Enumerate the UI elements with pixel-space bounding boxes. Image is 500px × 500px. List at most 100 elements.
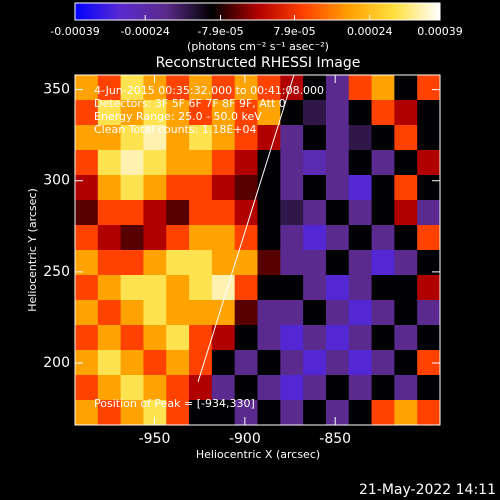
heatmap-cell bbox=[97, 400, 122, 426]
heatmap-cell bbox=[143, 100, 167, 126]
heatmap-cell bbox=[234, 325, 258, 351]
heatmap-cell bbox=[371, 150, 395, 176]
colorbar-tick-label: -7.9e-05 bbox=[197, 25, 243, 38]
heatmap-cell bbox=[257, 300, 281, 326]
heatmap-cell bbox=[303, 275, 327, 301]
heatmap-cell bbox=[325, 375, 350, 401]
heatmap-cell bbox=[211, 125, 236, 151]
heatmap-cell bbox=[417, 350, 441, 376]
heatmap-cell bbox=[234, 375, 258, 401]
heatmap-cell bbox=[75, 400, 99, 426]
heatmap-cell bbox=[257, 375, 281, 401]
heatmap-cell bbox=[303, 100, 327, 126]
heatmap-cell bbox=[120, 125, 144, 151]
heatmap-cell bbox=[166, 125, 190, 151]
heatmap-cell bbox=[394, 375, 418, 401]
heatmap-cell bbox=[143, 300, 167, 326]
heatmap-cell bbox=[143, 150, 167, 176]
x-tick-label: -950 bbox=[139, 431, 171, 447]
heatmap-cell bbox=[371, 100, 395, 126]
heatmap-cell bbox=[348, 200, 373, 226]
heatmap-cell bbox=[325, 75, 350, 101]
heatmap-cell bbox=[303, 125, 327, 151]
heatmap-cell bbox=[371, 125, 395, 151]
heatmap-cell bbox=[120, 75, 144, 101]
heatmap-cell bbox=[303, 350, 327, 376]
heatmap-cell bbox=[280, 350, 304, 376]
heatmap-cell bbox=[211, 200, 236, 226]
heatmap-cell bbox=[257, 400, 281, 426]
colorbar-tick-label: 7.9e-05 bbox=[273, 25, 315, 38]
heatmap-cell bbox=[303, 375, 327, 401]
heatmap-cell bbox=[97, 125, 122, 151]
heatmap-cell bbox=[120, 150, 144, 176]
heatmap-cell bbox=[348, 275, 373, 301]
heatmap-cell bbox=[189, 100, 213, 126]
footer-date: 21-May-2022 14:11 bbox=[359, 482, 496, 498]
heatmap-cell bbox=[234, 200, 258, 226]
heatmap-cell bbox=[234, 250, 258, 276]
heatmap-cell bbox=[120, 175, 144, 201]
x-axis-label: Heliocentric X (arcsec) bbox=[196, 448, 320, 461]
heatmap bbox=[75, 75, 441, 426]
heatmap-cell bbox=[234, 100, 258, 126]
heatmap-cell bbox=[325, 300, 350, 326]
heatmap-cell bbox=[325, 100, 350, 126]
heatmap-cell bbox=[417, 200, 441, 226]
heatmap-cell bbox=[417, 100, 441, 126]
heatmap-cell bbox=[325, 175, 350, 201]
heatmap-cell bbox=[211, 350, 236, 376]
heatmap-cell bbox=[325, 225, 350, 251]
heatmap-cell bbox=[348, 225, 373, 251]
heatmap-cell bbox=[234, 75, 258, 101]
x-tick-label: -850 bbox=[319, 431, 351, 447]
heatmap-cell bbox=[120, 275, 144, 301]
heatmap-cell bbox=[120, 225, 144, 251]
heatmap-cell bbox=[166, 325, 190, 351]
heatmap-cell bbox=[166, 225, 190, 251]
heatmap-cell bbox=[189, 175, 213, 201]
heatmap-cell bbox=[75, 150, 99, 176]
heatmap-cell bbox=[325, 250, 350, 276]
heatmap-cell bbox=[303, 75, 327, 101]
heatmap-cell bbox=[348, 375, 373, 401]
heatmap-cell bbox=[97, 225, 122, 251]
heatmap-cell bbox=[257, 175, 281, 201]
heatmap-cell bbox=[211, 275, 236, 301]
heatmap-cell bbox=[120, 250, 144, 276]
heatmap-cell bbox=[211, 400, 236, 426]
heatmap-cell bbox=[211, 250, 236, 276]
plot-frame bbox=[74, 74, 441, 426]
heatmap-cell bbox=[280, 225, 304, 251]
heatmap-cell bbox=[303, 200, 327, 226]
heatmap-cell bbox=[166, 250, 190, 276]
annotation: Clean Total counts: 1.18E+04 bbox=[94, 123, 257, 136]
heatmap-cell bbox=[325, 200, 350, 226]
heatmap-cell bbox=[211, 300, 236, 326]
heatmap-cell bbox=[371, 225, 395, 251]
heatmap-cell bbox=[257, 250, 281, 276]
colorbar-tick-label: -0.00039 bbox=[50, 25, 99, 38]
heatmap-cell bbox=[75, 200, 99, 226]
heatmap-cell bbox=[75, 75, 99, 101]
heatmap-cell bbox=[325, 325, 350, 351]
heatmap-cell bbox=[234, 275, 258, 301]
heatmap-cell bbox=[75, 300, 99, 326]
heatmap-cell bbox=[303, 175, 327, 201]
annotation: Detectors: 3F 5F 6F 7F 8F 9F, Att 0 bbox=[94, 97, 286, 110]
heatmap-cell bbox=[166, 350, 190, 376]
heatmap-cell bbox=[189, 275, 213, 301]
heatmap-cell bbox=[143, 350, 167, 376]
heatmap-cell bbox=[75, 350, 99, 376]
heatmap-cell bbox=[143, 125, 167, 151]
heatmap-cell bbox=[143, 175, 167, 201]
heatmap-cell bbox=[166, 150, 190, 176]
heatmap-cell bbox=[417, 175, 441, 201]
heatmap-cell bbox=[75, 325, 99, 351]
heatmap-cell bbox=[234, 175, 258, 201]
heatmap-cell bbox=[303, 250, 327, 276]
heatmap-cell bbox=[280, 200, 304, 226]
heatmap-cell bbox=[417, 400, 441, 426]
heatmap-cell bbox=[280, 325, 304, 351]
annotation: Energy Range: 25.0 - 50.0 keV bbox=[94, 110, 262, 123]
